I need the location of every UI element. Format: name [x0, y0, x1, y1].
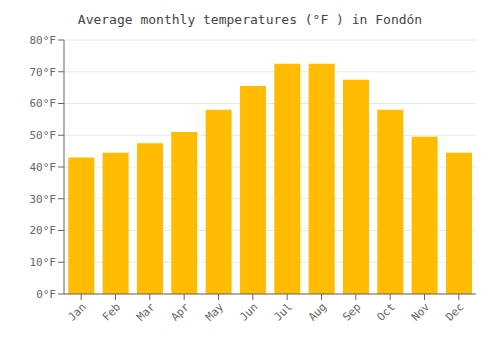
svg-text:70°F: 70°F	[30, 66, 57, 79]
html-text:Average monthly temperatures (: Average monthly temperatures (°F ) in Fo…	[77, 12, 423, 27]
svg-text:Sep: Sep	[340, 300, 363, 323]
svg-text:40°F: 40°F	[30, 161, 57, 174]
svg-text:80°F: 80°F	[30, 34, 57, 47]
svg-text:Feb: Feb	[100, 300, 123, 323]
svg-text:20°F: 20°F	[30, 224, 57, 237]
svg-text:Oct: Oct	[375, 300, 398, 323]
svg-text:30°F: 30°F	[30, 193, 57, 206]
svg-text:0°F: 0°F	[36, 288, 56, 301]
svg-text:Apr: Apr	[169, 300, 193, 324]
svg-text:50°F: 50°F	[30, 129, 57, 142]
svg-text:Jan: Jan	[66, 300, 89, 323]
svg-text:60°F: 60°F	[30, 97, 57, 110]
svg-text:Mar: Mar	[134, 300, 158, 324]
svg-text:Aug: Aug	[306, 300, 329, 323]
svg-text:Nov: Nov	[409, 300, 433, 324]
svg-text:Jun: Jun	[237, 300, 260, 323]
svg-text:May: May	[203, 300, 227, 324]
svg-text:10°F: 10°F	[30, 256, 57, 269]
svg-text:Dec: Dec	[443, 300, 466, 323]
svg-text:Jul: Jul	[272, 300, 295, 323]
